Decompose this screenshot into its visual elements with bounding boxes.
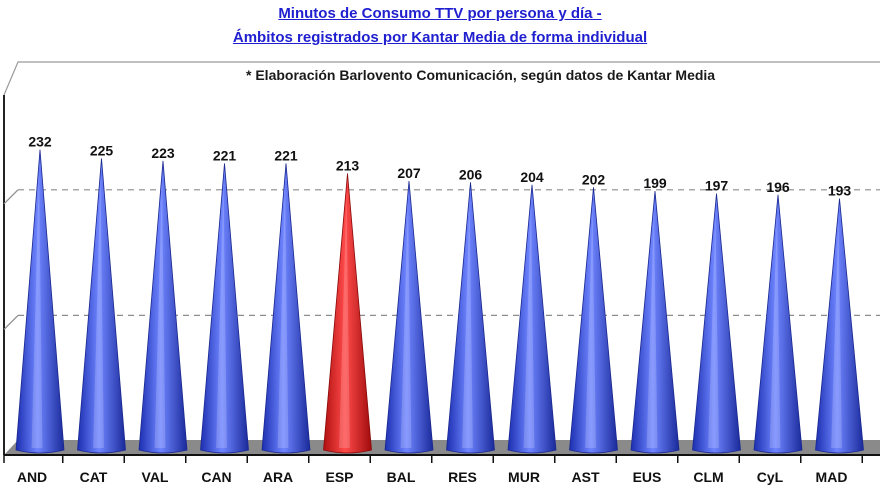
bar-bal[interactable] (384, 180, 434, 454)
value-label-esp: 213 (336, 157, 360, 173)
chart-title: Minutos de Consumo TTV por persona y día… (0, 2, 880, 50)
bar-res[interactable] (446, 182, 495, 454)
bar-val[interactable] (138, 160, 188, 454)
chart-title-line-2[interactable]: Ámbitos registrados por Kantar Media de … (232, 29, 648, 46)
gridline-wall-100 (3, 314, 19, 330)
bar-mur[interactable] (507, 184, 557, 454)
bar-and[interactable] (15, 149, 65, 454)
bar-clm[interactable] (692, 193, 741, 454)
category-label-ara: ARA (263, 469, 293, 485)
bar-ara[interactable] (261, 163, 311, 454)
bar-sheen-esp (339, 193, 350, 448)
bar-sheen-and (31, 169, 43, 448)
category-label-clm: CLM (693, 469, 723, 485)
category-label-ast: AST (572, 469, 600, 485)
bars (15, 149, 864, 454)
value-labels: 232 225 223 221 221 213 207 206 204 202 199 197 196 1… (28, 134, 851, 199)
value-label-bal: 207 (397, 165, 421, 181)
bar-ast[interactable] (569, 187, 618, 454)
category-label-and: AND (17, 469, 47, 485)
value-label-can: 221 (213, 147, 237, 163)
category-label-mur: MUR (508, 469, 540, 485)
value-label-ara: 221 (274, 147, 298, 163)
category-label-mad: MAD (816, 469, 848, 485)
category-labels: AND CAT VAL CAN ARA ESP BAL RES MUR AST EUS CLM CyL M… (17, 469, 848, 485)
bar-sheen-val (154, 180, 166, 449)
plot-frame-top (3, 61, 880, 96)
bar-mad[interactable] (815, 198, 864, 454)
bar-cat[interactable] (77, 158, 126, 454)
value-label-cat: 225 (90, 142, 114, 158)
gridlines (3, 189, 880, 330)
chart-floor (4, 440, 880, 455)
category-label-val: VAL (142, 469, 169, 485)
value-label-val: 223 (151, 145, 175, 161)
category-label-cat: CAT (80, 469, 108, 485)
category-label-cyl: CyL (757, 469, 784, 485)
value-label-ast: 202 (582, 171, 606, 187)
category-label-eus: EUS (633, 469, 662, 485)
bar-can[interactable] (200, 163, 249, 454)
value-label-eus: 199 (643, 175, 667, 191)
bar-sheen-cyl (769, 214, 781, 448)
bar-sheen-eus (646, 211, 658, 448)
gridline-wall-200 (3, 189, 19, 205)
value-label-cyl: 196 (766, 179, 790, 195)
category-label-res: RES (448, 469, 477, 485)
bar-sheen-mad (831, 218, 842, 448)
bar-cyl[interactable] (753, 194, 803, 454)
x-axis-ticks (3, 455, 863, 463)
category-label-bal: BAL (387, 469, 416, 485)
bar-sheen-can (216, 183, 227, 448)
category-label-can: CAN (201, 469, 231, 485)
value-label-mur: 204 (520, 169, 544, 185)
bar-sheen-mur (523, 204, 535, 448)
category-label-esp: ESP (325, 469, 353, 485)
source-note: * Elaboración Barlovento Comunicación, s… (246, 67, 715, 83)
bar-sheen-clm (708, 213, 719, 448)
value-label-res: 206 (459, 166, 483, 182)
value-label-clm: 197 (705, 178, 729, 194)
bar-sheen-cat (93, 178, 104, 448)
bar-sheen-bal (400, 201, 412, 448)
value-label-and: 232 (28, 134, 52, 150)
chart-title-line-1[interactable]: Minutos de Consumo TTV por persona y día… (278, 5, 602, 22)
bar-eus[interactable] (630, 191, 680, 454)
bar-sheen-ast (585, 207, 596, 448)
bar-esp[interactable] (323, 173, 372, 454)
value-label-mad: 193 (828, 183, 852, 199)
bar-sheen-res (462, 202, 473, 448)
bar-sheen-ara (277, 183, 289, 448)
